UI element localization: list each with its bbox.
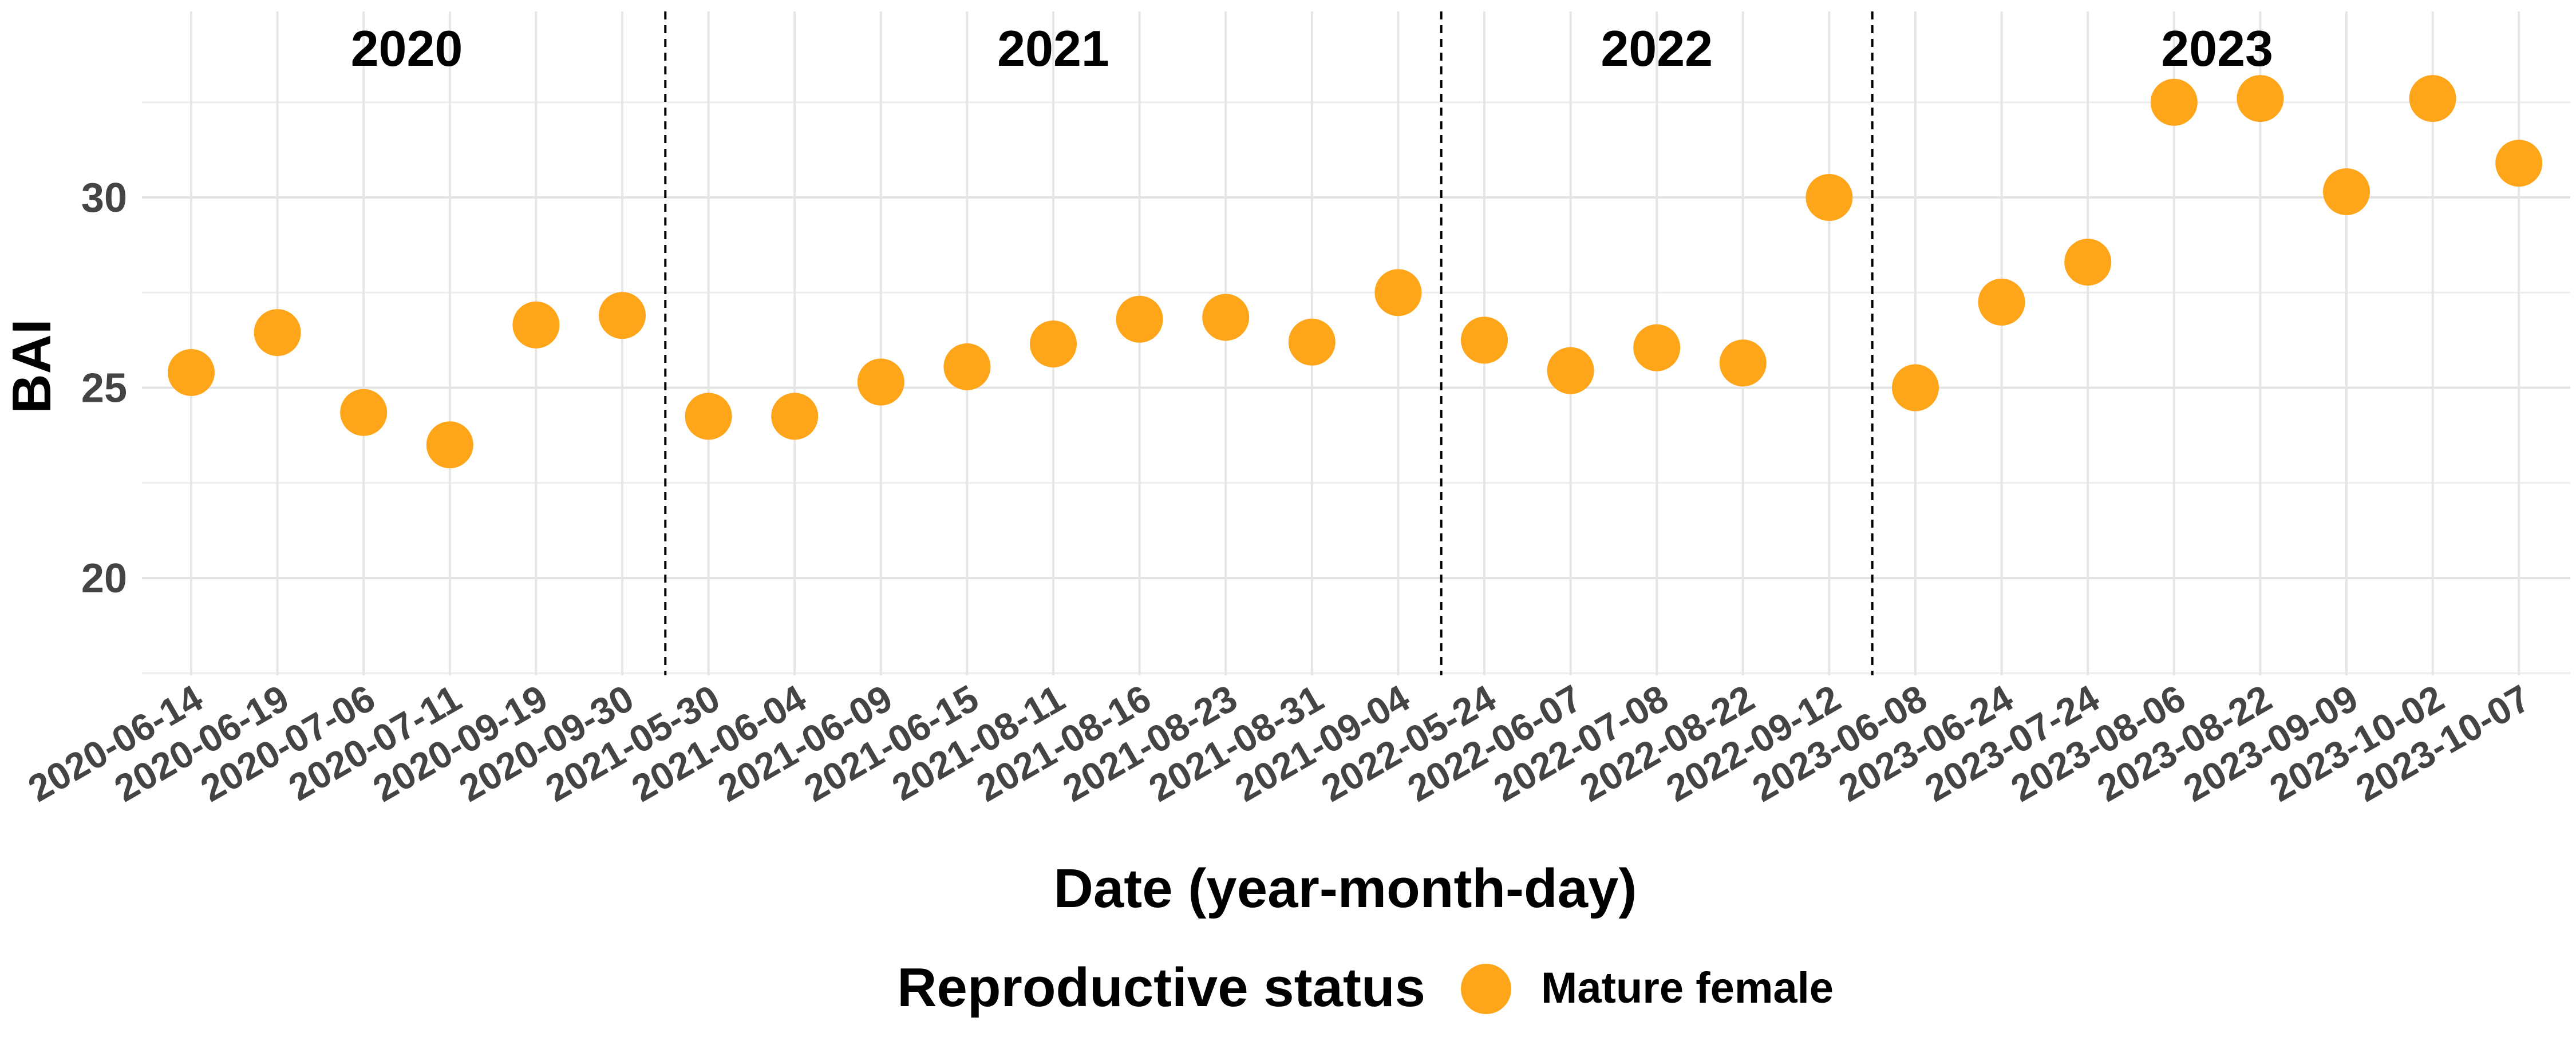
data-point	[254, 309, 301, 357]
data-point	[1978, 278, 2025, 326]
year-label: 2021	[997, 20, 1109, 77]
data-point	[512, 301, 560, 349]
y-axis-ticks: 20 25 30	[81, 175, 127, 601]
legend: Reproductive status Mature female	[897, 957, 1834, 1018]
data-point	[1202, 294, 1250, 341]
data-point	[2064, 239, 2112, 286]
y-axis-title: BAI	[1, 319, 62, 413]
year-dividers	[664, 11, 1874, 675]
data-point	[1116, 295, 1163, 343]
data-point	[426, 421, 473, 469]
data-point	[1719, 339, 1767, 387]
data-point	[1805, 174, 1853, 221]
y-tick-label: 20	[81, 556, 127, 601]
y-tick-label: 30	[81, 175, 127, 221]
year-label: 2020	[351, 20, 463, 77]
data-point	[2237, 75, 2284, 122]
data-point	[857, 358, 904, 406]
data-point	[599, 292, 646, 339]
legend-label: Mature female	[1541, 964, 1834, 1012]
legend-marker	[1461, 964, 1511, 1014]
data-point	[2409, 75, 2456, 122]
y-tick-label: 25	[81, 366, 127, 411]
data-point	[2150, 78, 2198, 126]
data-point	[771, 393, 819, 440]
legend-title: Reproductive status	[897, 957, 1425, 1018]
data-point	[1030, 320, 1077, 368]
data-point	[1892, 364, 1939, 411]
year-label: 2022	[1601, 20, 1713, 77]
year-label: 2023	[2161, 20, 2273, 77]
data-point	[168, 349, 215, 396]
data-point	[1633, 324, 1681, 371]
data-point	[1288, 318, 1336, 366]
grid-lines	[142, 11, 2570, 675]
data-points	[168, 75, 2543, 469]
data-point	[1374, 269, 1422, 316]
data-point	[2495, 140, 2543, 187]
data-point	[2323, 168, 2370, 216]
x-axis-ticks: 2020-06-142020-06-192020-07-062020-07-11…	[21, 676, 2538, 810]
data-point	[340, 389, 388, 436]
data-point	[1461, 316, 1508, 364]
x-axis-title: Date (year-month-day)	[1054, 858, 1637, 919]
year-labels: 2020 2021 2022 2023	[351, 20, 2273, 77]
data-point	[943, 343, 991, 390]
data-point	[685, 393, 732, 440]
data-point	[1547, 347, 1594, 394]
